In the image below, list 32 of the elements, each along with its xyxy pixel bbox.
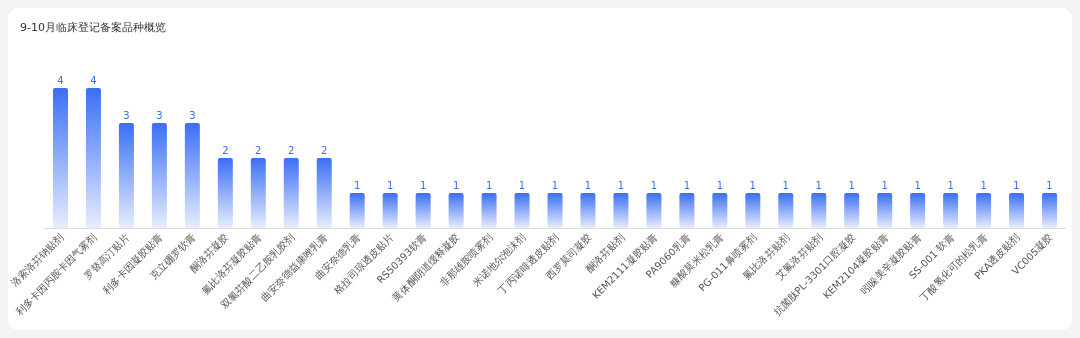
- data-label: 1: [947, 180, 954, 191]
- data-label: 1: [1046, 180, 1053, 191]
- data-label: 1: [848, 180, 855, 191]
- data-label: 3: [123, 110, 130, 121]
- data-label: 1: [485, 180, 493, 191]
- data-label: 1: [419, 180, 427, 191]
- data-label: 4: [90, 75, 97, 86]
- data-label: 2: [222, 145, 229, 156]
- data-label: 2: [321, 145, 328, 156]
- data-label: 1: [881, 180, 888, 191]
- data-label: 1: [716, 180, 724, 191]
- data-label: 1: [584, 180, 592, 191]
- data-label: 1: [749, 180, 756, 191]
- data-label: 1: [452, 180, 460, 191]
- data-label: 1: [354, 180, 361, 191]
- data-label: 2: [288, 145, 295, 156]
- title: 9-10月临床登记备案品种概览: [20, 21, 166, 34]
- data-label: 1: [914, 180, 921, 191]
- data-label: 1: [518, 180, 526, 191]
- data-label: 1: [551, 180, 559, 191]
- data-label: 1: [650, 180, 658, 191]
- data-label: 3: [189, 110, 196, 121]
- data-label: 1: [782, 180, 789, 191]
- data-label: 2: [255, 145, 262, 156]
- data-label: 1: [617, 180, 625, 191]
- data-label: 1: [980, 180, 987, 191]
- data-label: 1: [1013, 180, 1020, 191]
- data-label: 1: [386, 180, 394, 191]
- data-label: 3: [156, 110, 163, 121]
- data-label: 4: [57, 75, 64, 86]
- data-label: 1: [683, 180, 691, 191]
- data-label: 1: [815, 180, 822, 191]
